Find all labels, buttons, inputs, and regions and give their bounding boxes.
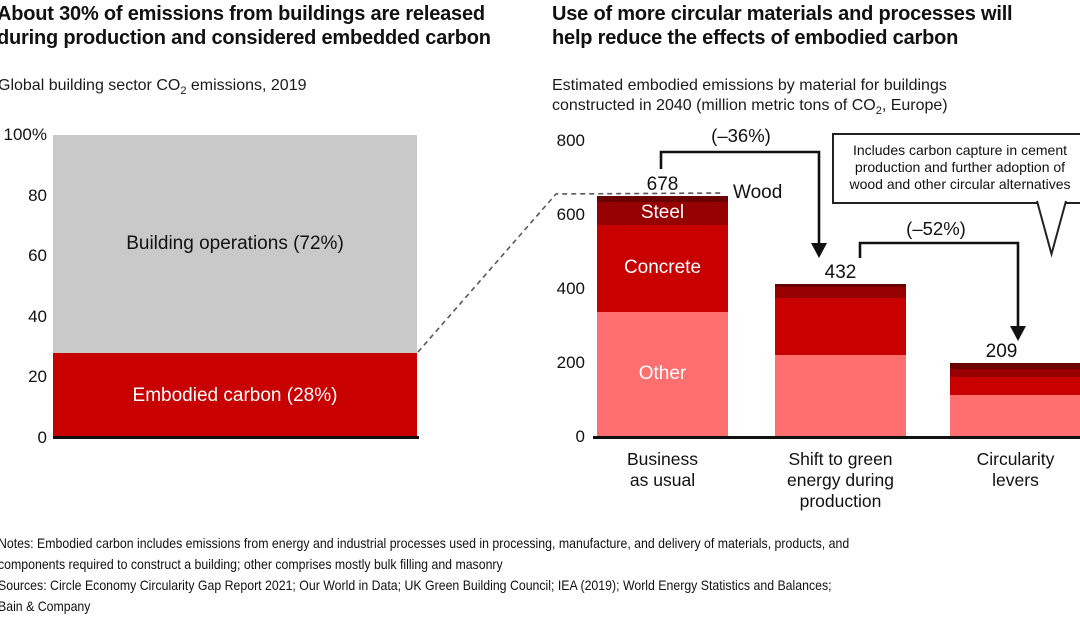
left-segment-building-operations: Building operations (72%): [53, 135, 417, 353]
left-chart-subtitle: Global building sector CO2 emissions, 20…: [0, 76, 498, 101]
callout-tail-pointer: [1037, 201, 1066, 254]
segment-label-steel: Steel: [641, 202, 684, 224]
notes-line-1: Notes: Embodied carbon includes emission…: [0, 533, 952, 554]
category-line: Business: [573, 449, 753, 470]
category-line: as usual: [573, 470, 753, 491]
segment-concrete-bar1: Concrete: [597, 225, 728, 312]
right-subtitle-text: constructed in 2040 (million metric tons…: [552, 97, 876, 114]
segment-steel-bar2: [775, 287, 906, 298]
sources-line-2: Bain & Company: [0, 596, 952, 617]
reduction-annotation-52: (–52%): [886, 218, 986, 240]
sources-line-1: Sources: Circle Economy Circularity Gap …: [0, 575, 952, 596]
segment-label-other: Other: [639, 363, 687, 385]
right-subtitle-text-2: , Europe): [882, 97, 948, 114]
left-y-tick-0: 0: [0, 428, 47, 448]
category-line: production: [751, 491, 931, 512]
category-line: Shift to green: [751, 449, 931, 470]
left-y-tick-60: 60: [0, 246, 47, 266]
segment-concrete-bar2: [775, 298, 906, 355]
category-line: energy during: [751, 470, 931, 491]
right-title-line-2: help reduce the effects of embodied carb…: [552, 26, 1080, 50]
callout-box: Includes carbon capture in cement produc…: [832, 133, 1080, 204]
segment-concrete-bar3: [950, 377, 1080, 395]
left-panel-title: About 30% of emissions from buildings ar…: [0, 2, 527, 50]
left-segment-label: Embodied carbon (28%): [133, 385, 338, 407]
reduction-annotation-36: (–36%): [691, 125, 791, 147]
right-y-tick-800: 800: [540, 131, 585, 151]
left-y-tick-40: 40: [0, 307, 47, 327]
segment-other-bar1: Other: [597, 312, 728, 437]
left-y-tick-100%: 100%: [0, 125, 47, 145]
right-subtitle-line-2: constructed in 2040 (million metric tons…: [552, 96, 1072, 121]
segment-wood-bar2: [775, 284, 906, 288]
total-label-bar2: 432: [775, 262, 906, 284]
arrowhead-52-icon: [1010, 326, 1026, 341]
segment-steel-bar1: Steel: [597, 202, 728, 225]
right-y-tick-200: 200: [540, 353, 585, 373]
callout-line-3: wood and other circular alternatives: [834, 176, 1080, 193]
category-line: Circularity: [926, 449, 1080, 470]
left-title-line-2: during production and considered embedde…: [0, 26, 527, 50]
left-subtitle-text: Global building sector CO: [0, 77, 180, 94]
wood-segment-label: Wood: [733, 182, 782, 204]
left-y-tick-80: 80: [0, 186, 47, 206]
segment-steel-bar3: [950, 369, 1080, 377]
left-subtitle-text-2: emissions, 2019: [186, 77, 306, 94]
right-x-axis-line: [593, 436, 1080, 439]
arrowhead-36-icon: [811, 243, 827, 258]
category-line: levers: [926, 470, 1080, 491]
right-chart-subtitle: Estimated embodied emissions by material…: [552, 76, 1072, 121]
right-subtitle-line-1: Estimated embodied emissions by material…: [552, 76, 1072, 96]
total-label-bar1: 678: [597, 174, 728, 196]
notes-line-2: components required to construct a build…: [0, 554, 952, 575]
left-segment-label: Building operations (72%): [126, 233, 344, 255]
left-y-tick-20: 20: [0, 367, 47, 387]
footer-notes: Notes: Embodied carbon includes emission…: [0, 533, 1080, 617]
left-stacked-bar: Building operations (72%) Embodied carbon…: [53, 135, 417, 438]
right-y-tick-400: 400: [540, 279, 585, 299]
left-title-line-1: About 30% of emissions from buildings ar…: [0, 2, 527, 26]
callout-line-1: Includes carbon capture in cement: [834, 142, 1080, 159]
callout-line-2: production and further adoption of: [834, 159, 1080, 176]
segment-other-bar2: [775, 355, 906, 437]
right-panel-title: Use of more circular materials and proce…: [552, 2, 1080, 50]
left-x-axis-line: [53, 436, 419, 439]
total-label-bar3: 209: [936, 341, 1067, 363]
segment-wood-bar3: [950, 363, 1080, 369]
segment-wood-bar1: [597, 196, 728, 201]
right-y-tick-0: 0: [540, 427, 585, 447]
segment-other-bar3: [950, 395, 1080, 437]
left-segment-embodied-carbon: Embodied carbon (28%): [53, 353, 417, 438]
right-y-tick-600: 600: [540, 205, 585, 225]
right-title-line-1: Use of more circular materials and proce…: [552, 2, 1080, 26]
segment-label-concrete: Concrete: [624, 257, 701, 279]
